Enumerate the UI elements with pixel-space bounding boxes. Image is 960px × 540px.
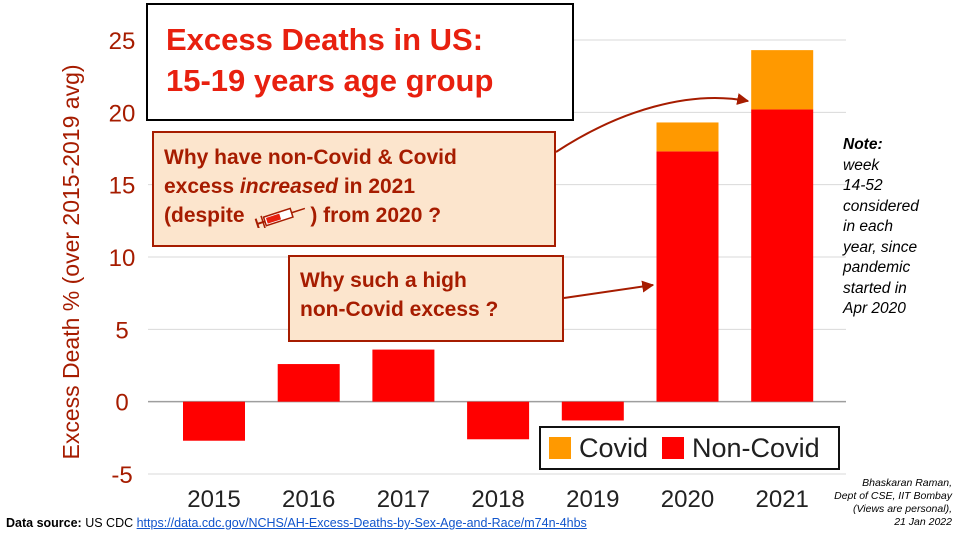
credit-line: (Views are personal), bbox=[852, 503, 952, 515]
question-1-line-3: (despite ) from 2020 ? bbox=[164, 201, 554, 230]
note-line: pandemic bbox=[843, 259, 911, 276]
x-tick-label: 2016 bbox=[282, 486, 335, 513]
x-tick-label: 2017 bbox=[377, 486, 430, 513]
source-link[interactable]: https://data.cdc.gov/NCHS/AH-Excess-Deat… bbox=[136, 516, 587, 530]
y-axis-label: Excess Death % (over 2015-2019 avg) bbox=[58, 64, 84, 459]
note-title: Note: bbox=[843, 136, 883, 153]
x-tick-label: 2021 bbox=[756, 486, 809, 513]
syringe-icon bbox=[255, 207, 306, 229]
x-tick-label: 2020 bbox=[661, 486, 714, 513]
legend-item-noncovid: Non-Covid bbox=[662, 433, 820, 464]
legend-label-noncovid: Non-Covid bbox=[692, 432, 820, 463]
bar-noncovid-2016 bbox=[277, 364, 340, 402]
question-1-line-1: Why have non-Covid & Covid bbox=[164, 146, 457, 169]
bar-covid-2021 bbox=[751, 50, 814, 110]
bar-noncovid-2015 bbox=[183, 401, 245, 441]
y-tick-labels: 25 20 15 10 5 0 -5 bbox=[109, 28, 136, 489]
question-2-line-1: Why such a high bbox=[300, 269, 467, 292]
bar-noncovid-2021 bbox=[751, 109, 814, 402]
question-box-2021: Why have non-Covid & Covid excess increa… bbox=[152, 131, 556, 247]
question-1-line-2c: in 2021 bbox=[337, 175, 416, 198]
question-1-line-2: excess increased in 2021 bbox=[164, 172, 554, 201]
question-2-line-2: non-Covid excess ? bbox=[300, 298, 499, 321]
y-tick-label: 25 bbox=[109, 28, 136, 55]
arrow-to-2020 bbox=[563, 280, 655, 299]
note-box: Note: week 14-52 considered in each year… bbox=[843, 135, 953, 320]
note-line: in each bbox=[843, 218, 893, 235]
question-1-line-2a: excess bbox=[164, 175, 240, 198]
note-line: considered bbox=[843, 197, 919, 215]
y-tick-label: 5 bbox=[115, 317, 128, 344]
legend-swatch-noncovid bbox=[662, 437, 685, 459]
x-tick-label: 2015 bbox=[187, 486, 240, 513]
y-tick-label: 15 bbox=[109, 173, 136, 200]
bar-noncovid-2019 bbox=[561, 401, 624, 421]
y-tick-label: 20 bbox=[109, 100, 136, 127]
legend-swatch-covid bbox=[549, 437, 571, 459]
note-line: started in bbox=[843, 279, 907, 297]
credit-line: Dept of CSE, IIT Bombay bbox=[834, 490, 952, 502]
question-1-line-3b: ) from 2020 ? bbox=[310, 204, 442, 227]
legend-label-covid: Covid bbox=[579, 432, 649, 463]
source-label: Data source: bbox=[6, 516, 82, 530]
y-tick-label: 10 bbox=[109, 245, 136, 272]
question-1-emphasis: increased bbox=[239, 175, 338, 198]
bar-noncovid-2018 bbox=[467, 401, 530, 440]
question-1-line-3a: (despite bbox=[164, 204, 251, 227]
bar-noncovid-2020 bbox=[656, 151, 719, 402]
note-line: 14-52 bbox=[843, 177, 883, 194]
title-box: Excess Deaths in US: 15-19 years age gro… bbox=[146, 3, 574, 121]
x-tick-label: 2018 bbox=[471, 486, 524, 513]
bars bbox=[183, 50, 814, 441]
note-line: Apr 2020 bbox=[843, 300, 906, 317]
data-source: Data source: US CDC https://data.cdc.gov… bbox=[6, 516, 587, 530]
author-credit: Bhaskaran Raman, Dept of CSE, IIT Bombay… bbox=[792, 477, 952, 529]
chart-legend: Covid Non-Covid bbox=[539, 426, 840, 470]
title-line-2: 15-19 years age group bbox=[166, 63, 494, 98]
arrow-to-2021 bbox=[555, 93, 750, 153]
y-tick-label: -5 bbox=[111, 462, 132, 489]
note-line: week bbox=[843, 156, 880, 174]
legend-item-covid: Covid bbox=[549, 433, 648, 464]
source-org: US CDC bbox=[81, 516, 137, 530]
y-tick-label: 0 bbox=[115, 390, 128, 417]
bar-covid-2020 bbox=[656, 122, 719, 152]
note-line: year, since bbox=[843, 238, 918, 256]
x-tick-labels: 2015 2016 2017 2018 2019 2020 2021 bbox=[187, 486, 809, 513]
bar-noncovid-2017 bbox=[372, 349, 435, 402]
x-tick-label: 2019 bbox=[566, 486, 619, 513]
title-line-1: Excess Deaths in US: bbox=[166, 22, 484, 57]
credit-line: Bhaskaran Raman, bbox=[862, 477, 952, 489]
question-box-noncovid: Why such a high non-Covid excess ? bbox=[288, 255, 564, 342]
credit-line: 21 Jan 2022 bbox=[894, 516, 952, 528]
